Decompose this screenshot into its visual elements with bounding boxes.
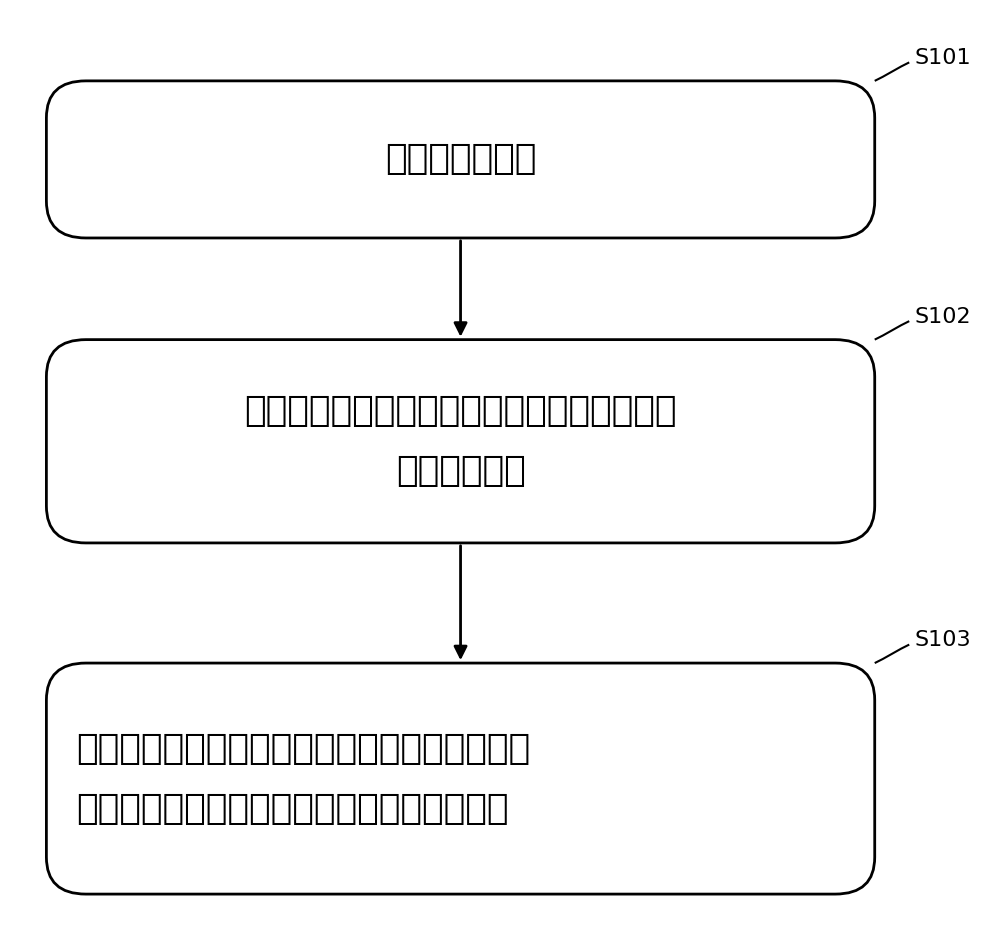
Text: S101: S101	[914, 48, 971, 68]
Text: 判断喘振工作点是否处于安全区域，若是，则: 判断喘振工作点是否处于安全区域，若是，则	[244, 394, 677, 429]
Text: S102: S102	[914, 307, 971, 326]
Text: 和防喘阀调整，以使分馏塔顶压力满足设定值: 和防喘阀调整，以使分馏塔顶压力满足设定值	[76, 792, 508, 825]
Text: 关闭防喘振阀: 关闭防喘振阀	[396, 454, 525, 489]
Text: S103: S103	[914, 630, 971, 650]
FancyBboxPatch shape	[46, 81, 875, 238]
FancyBboxPatch shape	[46, 663, 875, 894]
Text: 获取喘振工作点: 获取喘振工作点	[385, 143, 536, 176]
Text: 关闭防喘阀过程中，进行气压机组速度调整或／: 关闭防喘阀过程中，进行气压机组速度调整或／	[76, 732, 530, 765]
FancyBboxPatch shape	[46, 340, 875, 543]
